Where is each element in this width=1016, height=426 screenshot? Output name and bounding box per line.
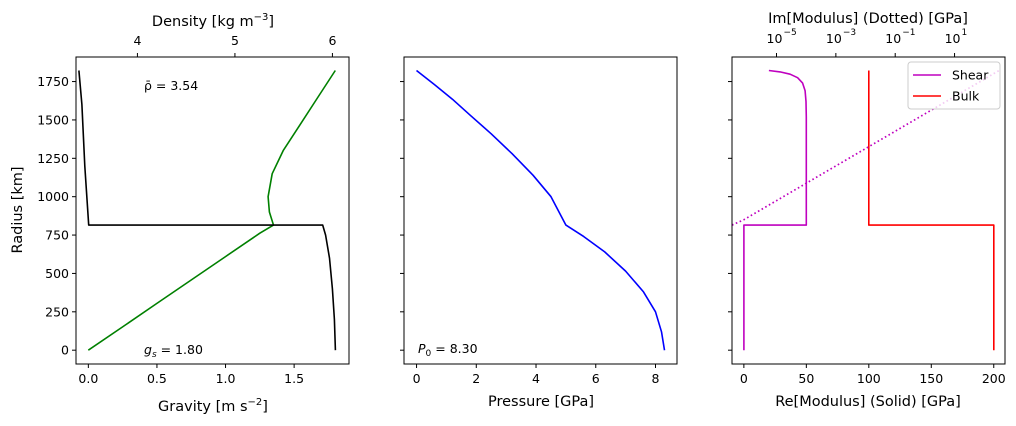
legend-shear-label: Shear [952,68,989,83]
im-modulus-tick-exponent-2: −1 [902,28,915,38]
im-modulus-tick-label-1: 10 [826,31,842,46]
pressure-tick-label-2: 4 [532,371,540,386]
im-modulus-tick-label-0: 10 [767,31,783,46]
modulus-y-ticks [728,81,732,351]
surface-gravity-annotation: gs = 1.80 [144,342,203,360]
pressure-panel: 0 2 4 6 8 Pressure [GPa] P0 = 8.30 [400,56,678,410]
modulus-lines [732,69,1000,351]
shear-line [743,69,808,351]
bulk-line [867,70,995,351]
gravity-x-axis: 0.0 0.5 1.0 1.5 [78,364,304,386]
radius-tick-label-1000: 1000 [37,189,69,204]
im-modulus-tick-exponent-0: −5 [784,28,797,38]
pressure-tick-label-0: 0 [413,371,421,386]
gravity-tick-label-1: 0.5 [147,371,167,386]
radius-tick-label-1500: 1500 [37,112,69,127]
modulus-tick-label-4: 200 [982,371,1006,386]
modulus-tick-label-2: 100 [857,371,881,386]
density-axis-label: Density [kg m−3] [152,12,274,30]
radius-tick-label-1750: 1750 [37,74,69,89]
density-tick-label-0: 4 [133,33,141,48]
gravity-tick-label-3: 1.5 [284,371,304,386]
pressure-line [416,69,666,351]
pressure-tick-label-1: 2 [472,371,480,386]
density-tick-label-1: 5 [231,33,239,48]
radius-tick-label-500: 500 [45,266,69,281]
modulus-tick-label-1: 50 [798,371,814,386]
density-tick-label-2: 6 [328,33,336,48]
modulus-tick-label-3: 150 [919,371,943,386]
radius-tick-label-0: 0 [61,343,69,358]
pressure-axis-label: Pressure [GPa] [488,394,594,410]
shear-imaginary-line [732,69,1000,226]
radius-tick-label-250: 250 [45,304,69,319]
modulus-legend: Shear Bulk [907,61,1001,110]
im-modulus-tick-exponent-3: 1 [962,28,968,38]
pressure-tick-label-4: 8 [652,371,660,386]
im-modulus-tick-label-2: 10 [885,31,901,46]
gravity-density-axes-frame [75,56,350,365]
legend-bulk-label: Bulk [952,89,980,104]
pressure-y-ticks [400,81,404,351]
pressure-x-axis: 0 2 4 6 8 [413,364,660,386]
radius-tick-label-1250: 1250 [37,151,69,166]
pressure-axes-frame [403,56,678,365]
im-modulus-tick-exponent-1: −3 [843,28,856,38]
im-modulus-axis-label: Im[Modulus] (Dotted) [GPa] [768,11,968,27]
gravity-tick-label-2: 1.0 [216,371,236,386]
gravity-line [87,70,336,351]
density-top-axis: 4 5 6 [133,33,336,57]
radius-tick-label-750: 750 [45,228,69,243]
gravity-density-lines [78,70,337,351]
central-pressure-annotation: P0 = 8.30 [418,341,478,359]
legend-box [907,61,1001,110]
modulus-panel: 0 50 100 150 200 10 −5 10 −3 10 −1 10 1 Re[Modulus]… [728,11,1006,410]
density-line [78,70,337,351]
gravity-axis-label: Gravity [m s−2] [158,397,268,415]
radius-y-axis: 0 250 500 750 1000 1250 1500 1750 [37,74,76,358]
radius-axis-label: Radius [km] [10,166,26,253]
pressure-tick-label-3: 6 [592,371,600,386]
re-modulus-x-axis: 0 50 100 150 200 [740,364,1006,386]
im-modulus-tick-label-3: 10 [945,31,961,46]
mean-density-annotation: ρ̄ = 3.54 [144,78,198,93]
modulus-tick-label-0: 0 [740,371,748,386]
re-modulus-axis-label: Re[Modulus] (Solid) [GPa] [775,394,961,410]
pressure-lines [416,69,666,351]
im-modulus-top-axis: 10 −5 10 −3 10 −1 10 1 [767,28,968,57]
gravity-tick-label-0: 0.0 [78,371,98,386]
